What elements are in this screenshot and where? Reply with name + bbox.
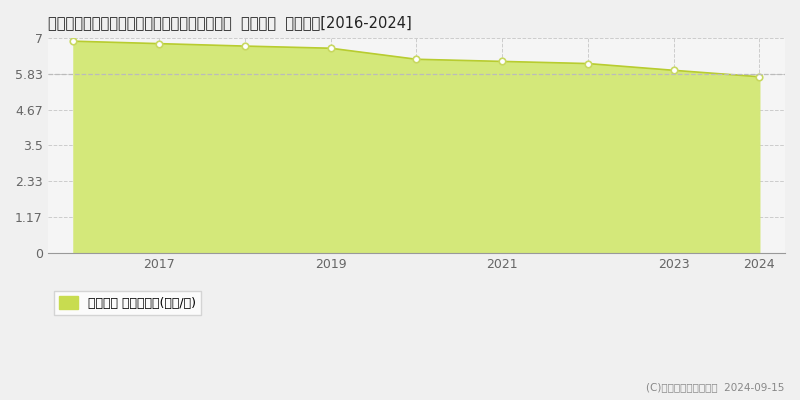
Text: (C)土地価格ドットコム  2024-09-15: (C)土地価格ドットコム 2024-09-15: [646, 382, 784, 392]
Point: [667, 67, 680, 74]
Point: [410, 56, 422, 62]
Point: [238, 43, 251, 49]
Text: 栃木県栃木市西方町金崎字木ノ下２８８番１外  地価公示  地価推移[2016-2024]: 栃木県栃木市西方町金崎字木ノ下２８８番１外 地価公示 地価推移[2016-202…: [48, 15, 411, 30]
Point: [67, 38, 80, 44]
Legend: 地価公示 平均坪単価(万円/坪): 地価公示 平均坪単価(万円/坪): [54, 292, 201, 315]
Point: [324, 45, 337, 52]
Point: [582, 60, 594, 67]
Point: [753, 74, 766, 80]
Point: [496, 58, 509, 65]
Point: [153, 40, 166, 47]
